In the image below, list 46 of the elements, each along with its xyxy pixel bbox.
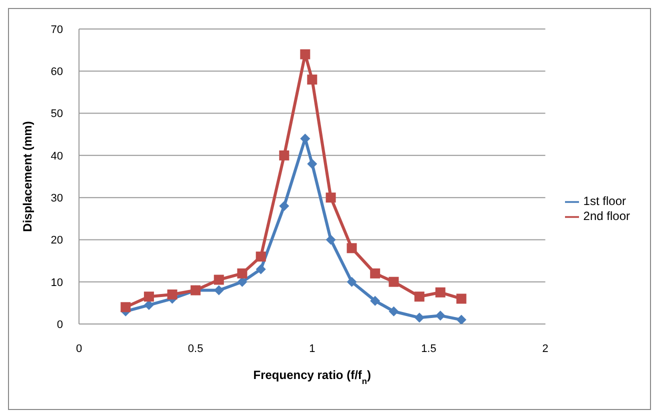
y-axis-title: Displacement (mm): [20, 121, 34, 232]
y-tick-label: 50: [50, 108, 63, 120]
y-tick-label: 20: [50, 234, 63, 247]
point: [370, 296, 380, 306]
y-tick-label: 60: [50, 66, 63, 78]
point: [435, 310, 446, 321]
point: [307, 158, 318, 169]
y-tick-label: 70: [50, 24, 63, 36]
point: [167, 290, 178, 300]
y-tick-label: 30: [50, 192, 63, 204]
x-tick-label: 2: [542, 342, 548, 355]
legend-label: 2nd floor: [583, 209, 630, 223]
point: [414, 292, 424, 302]
point: [346, 243, 357, 254]
point: [370, 268, 380, 278]
legend-label: 1st floor: [583, 194, 626, 208]
y-tick-label: 40: [50, 150, 63, 162]
point: [435, 287, 446, 298]
point: [346, 276, 357, 287]
point: [326, 234, 336, 245]
point: [120, 302, 131, 312]
point: [256, 264, 266, 274]
point: [326, 192, 336, 203]
point: [279, 201, 290, 211]
point: [279, 150, 290, 160]
point: [144, 292, 154, 302]
x-tick-label: 1.5: [421, 342, 436, 355]
point: [144, 300, 154, 310]
point: [307, 74, 318, 85]
point: [214, 274, 224, 285]
point: [414, 312, 424, 323]
y-tick-label: 10: [50, 276, 63, 289]
point: [256, 252, 266, 262]
x-tick-label: 1: [309, 342, 316, 355]
x-tick-label: 0.5: [188, 342, 204, 355]
point: [456, 314, 466, 324]
point: [237, 276, 248, 287]
point: [300, 49, 310, 60]
point: [388, 276, 399, 287]
point: [214, 285, 224, 296]
x-tick-label: 0: [76, 342, 82, 355]
x-axis-title: Frequency ratio (f/f$_{n}$): [253, 368, 372, 386]
point: [456, 294, 466, 304]
point: [237, 268, 248, 278]
y-tick-label: 0: [56, 318, 63, 331]
point: [388, 306, 399, 316]
